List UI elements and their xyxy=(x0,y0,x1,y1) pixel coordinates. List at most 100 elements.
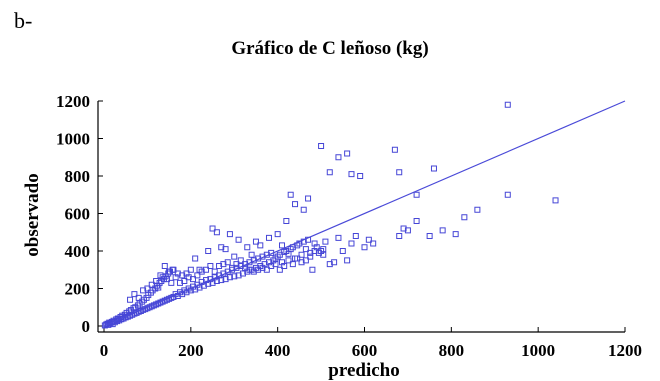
data-point xyxy=(344,257,351,264)
data-point xyxy=(307,253,314,260)
data-point xyxy=(309,266,316,273)
data-point xyxy=(326,169,333,176)
data-point xyxy=(144,285,151,292)
data-point xyxy=(335,234,342,241)
data-point xyxy=(426,233,433,239)
data-point xyxy=(396,233,403,239)
data-point xyxy=(265,234,272,241)
data-point xyxy=(339,248,346,254)
data-point xyxy=(222,246,229,253)
data-point xyxy=(257,242,264,249)
data-point xyxy=(211,268,218,275)
data-point xyxy=(139,298,146,305)
data-point xyxy=(203,266,210,273)
y-tick-label: 200 xyxy=(65,280,91,299)
x-tick-label: 600 xyxy=(352,341,378,360)
data-point xyxy=(209,225,216,232)
data-point xyxy=(172,274,179,281)
data-point xyxy=(185,274,192,281)
data-point xyxy=(181,278,188,284)
data-point xyxy=(279,242,286,249)
data-point xyxy=(153,278,160,284)
data-point xyxy=(430,165,437,172)
x-tick-label: 800 xyxy=(439,341,465,360)
data-point xyxy=(231,253,238,260)
data-point xyxy=(298,259,305,266)
data-point xyxy=(168,279,175,286)
data-point xyxy=(213,278,220,284)
data-point xyxy=(292,201,299,208)
data-point xyxy=(335,154,342,161)
data-point xyxy=(461,214,468,221)
data-point xyxy=(504,101,511,108)
data-point xyxy=(252,238,259,245)
data-point xyxy=(207,263,214,269)
panel-label: b- xyxy=(14,8,33,33)
data-point xyxy=(148,281,155,288)
data-point xyxy=(348,171,355,178)
data-point xyxy=(331,259,338,266)
data-point xyxy=(224,259,231,266)
x-tick-label: 1000 xyxy=(521,341,555,360)
data-point xyxy=(140,287,147,294)
data-point xyxy=(365,236,372,243)
data-point xyxy=(348,240,355,247)
data-point xyxy=(222,276,229,283)
data-point xyxy=(237,257,244,264)
data-point xyxy=(239,270,246,277)
data-point xyxy=(344,150,351,157)
data-point xyxy=(322,238,329,245)
data-point xyxy=(552,197,559,204)
data-point xyxy=(231,273,238,280)
data-point xyxy=(135,294,142,301)
data-point xyxy=(274,231,281,238)
data-point xyxy=(216,263,223,269)
data-point xyxy=(165,270,172,277)
x-tick-label: 200 xyxy=(178,341,204,360)
data-point xyxy=(209,279,216,286)
data-point xyxy=(226,231,233,238)
data-point xyxy=(170,266,177,273)
data-point xyxy=(187,266,194,273)
data-point xyxy=(250,268,257,275)
y-axis-label: observado xyxy=(22,173,43,256)
data-point xyxy=(298,251,305,258)
x-tick-label: 400 xyxy=(265,341,291,360)
fit-line-group xyxy=(103,100,626,327)
data-point xyxy=(255,266,262,273)
data-point xyxy=(194,272,201,279)
data-point xyxy=(213,229,220,236)
data-point xyxy=(244,244,251,251)
data-point xyxy=(166,268,173,275)
data-point xyxy=(155,284,162,291)
data-point xyxy=(233,261,240,268)
y-tick-label: 400 xyxy=(65,242,91,261)
data-point xyxy=(439,227,446,234)
data-point xyxy=(268,263,275,269)
data-point xyxy=(246,266,253,273)
chart-title: Gráfico de C leñoso (kg) xyxy=(231,38,429,59)
data-point xyxy=(370,240,377,247)
data-point xyxy=(190,276,197,283)
data-point xyxy=(302,257,309,264)
data-point xyxy=(289,261,296,268)
data-point xyxy=(281,263,288,269)
data-point xyxy=(272,261,279,268)
data-point xyxy=(218,244,225,251)
data-point xyxy=(220,261,227,268)
y-tick-label: 600 xyxy=(65,205,91,224)
data-point xyxy=(283,218,290,224)
data-point xyxy=(159,274,166,281)
data-points xyxy=(101,101,559,329)
y-tick-label: 800 xyxy=(65,167,91,186)
data-point xyxy=(131,291,138,298)
data-point xyxy=(302,246,309,253)
data-point xyxy=(320,246,327,253)
data-point xyxy=(326,261,333,268)
data-point xyxy=(161,263,168,269)
x-tick-label: 1200 xyxy=(608,341,642,360)
data-point xyxy=(315,249,322,256)
data-point xyxy=(205,248,212,254)
data-point xyxy=(318,143,325,149)
x-tick-label: 0 xyxy=(100,341,109,360)
